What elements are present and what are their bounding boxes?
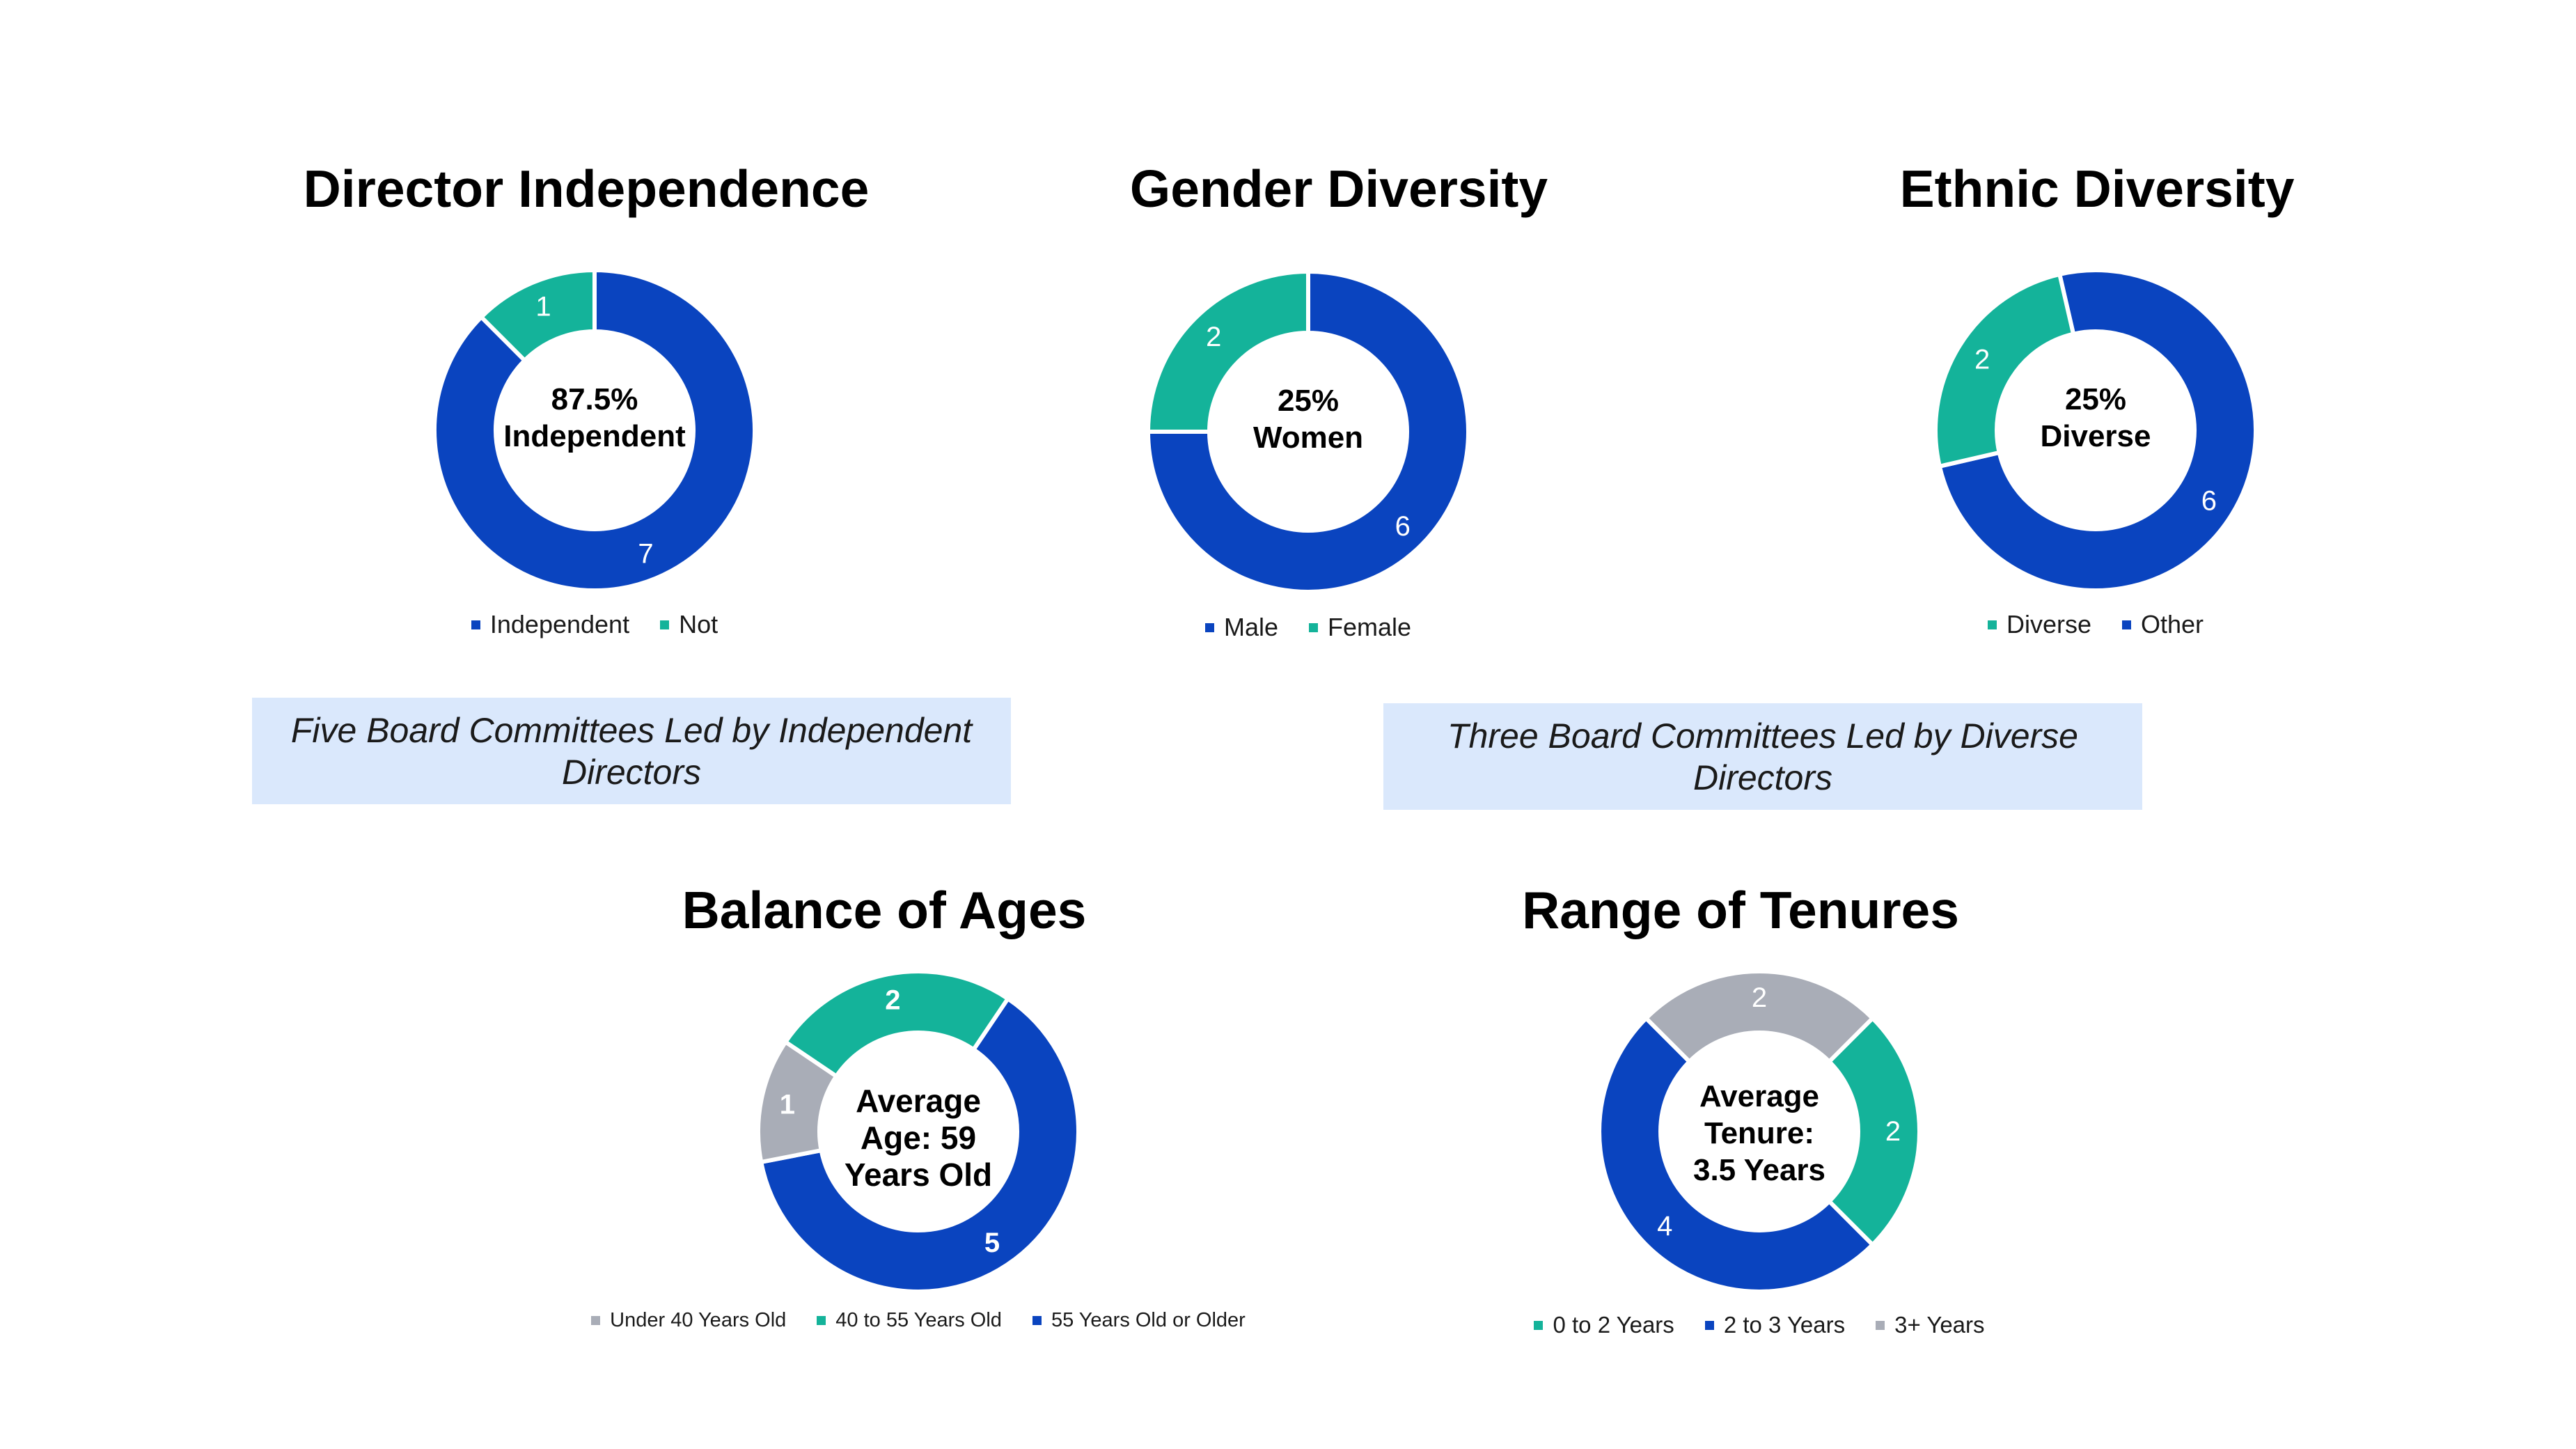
legend-item-not: Not <box>660 610 718 639</box>
legend-label: Female <box>1327 613 1412 641</box>
legend-range-of-tenures: 0 to 2 Years 2 to 3 Years 3+ Years <box>1411 1312 2107 1338</box>
legend-item-independent: Independent <box>471 610 629 639</box>
slice-3-years <box>1643 969 1876 1065</box>
legend-label: 55 Years Old or Older <box>1051 1309 1246 1331</box>
center-label-independence: 87.5% Independent <box>490 382 699 455</box>
legend-ethnic-diversity: Diverse Other <box>1817 610 2374 639</box>
center-line: 25% <box>2064 382 2127 416</box>
legend-label: Not <box>679 610 718 639</box>
title-balance-of-ages: Balance of Ages <box>682 881 1087 939</box>
slice-not <box>478 267 597 363</box>
title-range-of-tenures: Range of Tenures <box>1522 881 1959 939</box>
legend-item-55-years-old-or-older: 55 Years Old or Older <box>1032 1309 1246 1332</box>
center-line: 87.5% <box>551 382 638 416</box>
legend-item-other: Other <box>2121 610 2204 639</box>
center-line: 3.5 Years <box>1693 1152 1826 1187</box>
center-line: Diverse <box>2040 418 2151 453</box>
slice-value-label: 2 <box>1974 344 1990 375</box>
legend-marker-icon <box>1308 622 1318 632</box>
legend-label: 0 to 2 Years <box>1553 1312 1674 1338</box>
legend-item-male: Male <box>1204 613 1278 642</box>
legend-label: 3+ Years <box>1894 1312 1985 1338</box>
donut-range-of-tenures: 2 4 2 <box>1597 969 1922 1294</box>
legend-marker-icon <box>471 620 480 629</box>
slice-value-label: 6 <box>1395 511 1411 542</box>
legend-marker-icon <box>817 1316 826 1325</box>
legend-label: 40 to 55 Years Old <box>835 1309 1002 1331</box>
slice-0-to-2-years <box>1826 1015 1922 1248</box>
legend-label: Under 40 Years Old <box>610 1309 787 1331</box>
center-line: Tenure: <box>1704 1115 1815 1150</box>
slice-other <box>1937 268 2258 593</box>
donut-balance-of-ages: 5 1 2 <box>756 969 1081 1294</box>
legend-marker-icon <box>1876 1320 1885 1330</box>
center-label-tenures: Average Tenure: 3.5 Years <box>1655 1079 1864 1189</box>
legend-item-female: Female <box>1308 613 1412 642</box>
legend-marker-icon <box>1032 1316 1042 1325</box>
slice-value-label: 7 <box>638 538 653 569</box>
center-line: 25% <box>1277 384 1340 418</box>
legend-label: Independent <box>489 610 630 639</box>
slice-2-to-3-years <box>1597 1015 1876 1294</box>
slice-male <box>1145 269 1470 594</box>
legend-item-diverse: Diverse <box>1987 610 2091 639</box>
legend-item-under-40-years-old: Under 40 Years Old <box>591 1309 786 1332</box>
legend-label: 2 to 3 Years <box>1723 1312 1846 1338</box>
donut-gender-diversity: 62 <box>1145 269 1470 594</box>
center-line: Average <box>1699 1079 1820 1113</box>
legend-balance-of-ages: Under 40 Years Old 40 to 55 Years Old 55 Y… <box>501 1309 1336 1332</box>
legend-item-2-to-3-years: 2 to 3 Years <box>1704 1312 1846 1338</box>
legend-item-3-years: 3+ Years <box>1876 1312 1985 1338</box>
slice-value-label: 6 <box>2201 486 2217 517</box>
slice-value-label: 4 <box>1657 1211 1672 1242</box>
legend-marker-icon <box>2121 620 2131 629</box>
slice-value-label: 2 <box>885 985 900 1016</box>
legend-gender-diversity: Male Female <box>1030 613 1587 642</box>
slice-female <box>1145 269 1310 434</box>
donut-director-independence: 71 <box>432 267 757 593</box>
legend-item-0-to-2-years: 0 to 2 Years <box>1534 1312 1674 1338</box>
donut-ethnic-diversity: 62 <box>1933 268 2258 593</box>
center-line: Independent <box>503 418 686 453</box>
center-label-ethnic: 25% Diverse <box>1991 382 2200 455</box>
title-ethnic-diversity: Ethnic Diversity <box>1899 159 2295 218</box>
slice-value-label: 2 <box>1752 982 1767 1013</box>
slice-value-label: 5 <box>984 1228 1000 1258</box>
legend-marker-icon <box>660 620 670 629</box>
center-line: Women <box>1252 420 1364 455</box>
center-label-ages: Average Age: 59 Years Old <box>814 1083 1023 1193</box>
title-director-independence: Director Independence <box>303 159 870 218</box>
legend-label: Male <box>1223 613 1278 641</box>
legend-marker-icon <box>1204 622 1214 632</box>
slice-diverse <box>1933 272 2076 469</box>
center-line: Average <box>856 1083 981 1119</box>
note-diverse-committees: Three Board Committees Led by Diverse Di… <box>1383 703 2142 810</box>
legend-label: Diverse <box>2006 610 2091 639</box>
center-label-gender: 25% Women <box>1204 383 1413 457</box>
slice-55-years-old-or-older <box>758 996 1081 1294</box>
slice-value-label: 1 <box>535 292 551 322</box>
center-line: Age: 59 <box>860 1119 977 1156</box>
legend-label: Other <box>2140 610 2204 639</box>
legend-director-independence: Independent Not <box>316 610 873 639</box>
legend-marker-icon <box>1987 620 1997 629</box>
note-independent-committees: Five Board Committees Led by Independent… <box>252 698 1011 804</box>
slice-value-label: 1 <box>780 1090 795 1120</box>
slice-value-label: 2 <box>1206 322 1221 352</box>
legend-marker-icon <box>1704 1320 1714 1330</box>
slice-value-label: 2 <box>1885 1116 1901 1147</box>
legend-item-40-to-55-years-old: 40 to 55 Years Old <box>817 1309 1002 1332</box>
slice-independent <box>432 267 757 593</box>
slice-40-to-55-years-old <box>783 969 1011 1079</box>
legend-marker-icon <box>591 1316 601 1325</box>
legend-marker-icon <box>1534 1320 1544 1330</box>
title-gender-diversity: Gender Diversity <box>1129 159 1548 218</box>
center-line: Years Old <box>844 1156 993 1193</box>
